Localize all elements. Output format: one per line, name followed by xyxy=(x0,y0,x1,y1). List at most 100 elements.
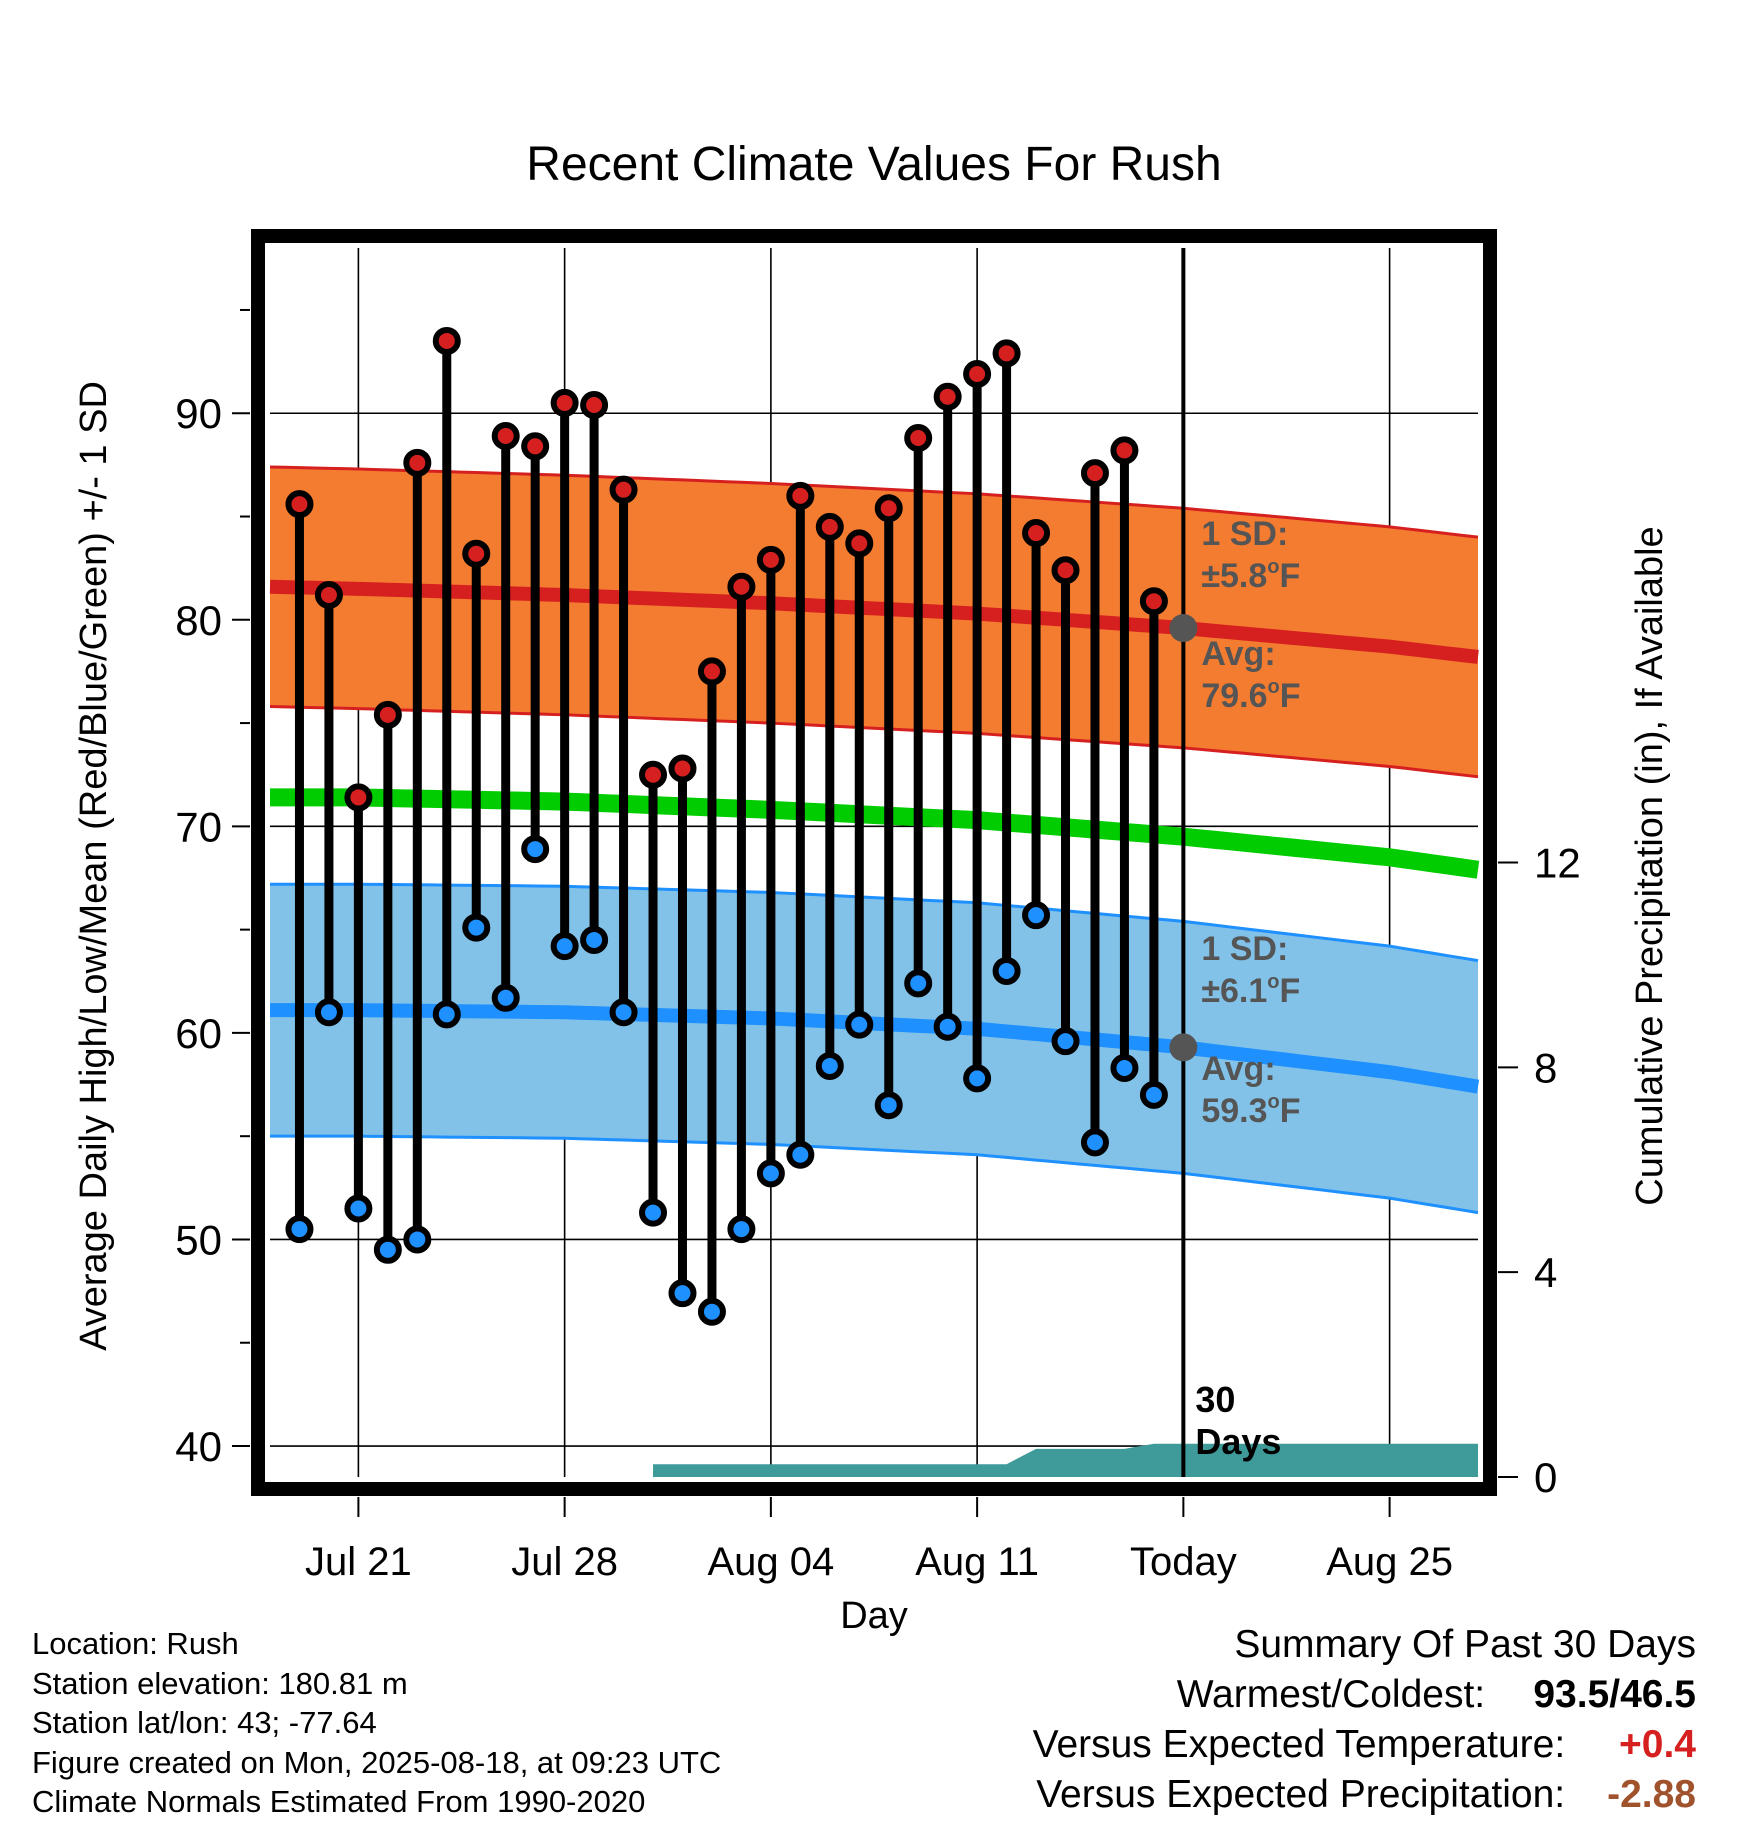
low-sd-band xyxy=(270,884,1478,1213)
low-point xyxy=(639,1198,668,1227)
warmest-label: Warmest/Coldest: xyxy=(1176,1673,1486,1716)
x-axis-label: Day xyxy=(840,1595,908,1637)
summary-title: Summary Of Past 30 Days xyxy=(1234,1623,1696,1666)
low-point xyxy=(874,1091,903,1120)
y-tick-label: 50 xyxy=(175,1216,222,1263)
chart-title: Recent Climate Values For Rush xyxy=(526,138,1221,191)
high-point xyxy=(727,572,756,601)
axes: 40 50 60 70 80 90 0 4 8 12 Jul 21 Jul 28 Aug 04 Aug 1… xyxy=(175,229,1581,1584)
normals-text: Climate Normals Estimated From 1990-2020 xyxy=(32,1784,646,1819)
temp-label: Versus Expected Temperature: xyxy=(1032,1723,1566,1766)
low-point xyxy=(1110,1054,1139,1083)
high-point xyxy=(963,359,992,388)
low-point xyxy=(786,1140,815,1169)
low-point xyxy=(609,998,638,1027)
low-point xyxy=(815,1051,844,1080)
low-point xyxy=(904,969,933,998)
high-point xyxy=(521,432,550,461)
y-tick-label: 90 xyxy=(175,390,222,437)
high-point xyxy=(1022,519,1051,548)
x-tick-label: Jul 21 xyxy=(305,1540,412,1584)
low-point xyxy=(314,998,343,1027)
plot-frame xyxy=(251,229,1497,1496)
latlon-text: Station lat/lon: 43; -77.64 xyxy=(32,1705,377,1740)
low-point xyxy=(1051,1027,1080,1056)
high-point xyxy=(786,481,815,510)
low-point xyxy=(580,925,609,954)
high-point xyxy=(344,783,373,812)
high-point xyxy=(373,700,402,729)
high-point xyxy=(933,382,962,411)
low-point xyxy=(992,956,1021,985)
summary-temp-row: Versus Expected Temperature: +0.4 xyxy=(1033,1720,1696,1770)
low-point xyxy=(550,932,579,961)
x-tick-label: Jul 28 xyxy=(511,1540,618,1584)
high-point xyxy=(432,326,461,355)
mean-normal-line xyxy=(270,788,1480,879)
low-sd-band-lower-edge xyxy=(270,1134,1479,1215)
high-point xyxy=(1051,556,1080,585)
low-point xyxy=(668,1279,697,1308)
summary-panel: Summary Of Past 30 Days Warmest/Coldest:… xyxy=(1033,1620,1696,1820)
high-point xyxy=(550,388,579,417)
low-point xyxy=(756,1159,785,1188)
high-sd-band xyxy=(270,466,1478,777)
y-axis-label: Average Daily High/Low/Mean (Red/Blue/Gr… xyxy=(73,381,115,1351)
low-sd-annotation: 1 SD: ±6.1oF xyxy=(1201,930,1300,1010)
low-point xyxy=(285,1215,314,1244)
summary-precip-row: Versus Expected Precipitation: -2.88 xyxy=(1033,1770,1696,1820)
warmest-value: 93.5/46.5 xyxy=(1533,1673,1696,1716)
location-text: Location: Rush xyxy=(32,1626,239,1661)
y-tick-label: 40 xyxy=(175,1423,222,1470)
high-point xyxy=(580,390,609,419)
high-point xyxy=(462,539,491,568)
high-point xyxy=(1139,587,1168,616)
low-point xyxy=(403,1225,432,1254)
x-tick-label: Today xyxy=(1130,1540,1237,1584)
low-point xyxy=(462,913,491,942)
created-text: Figure created on Mon, 2025-08-18, at 09… xyxy=(32,1744,722,1780)
high-point xyxy=(992,339,1021,368)
high-point xyxy=(845,529,874,558)
today-high-avg-marker xyxy=(1169,614,1198,643)
precip-area xyxy=(270,1443,1478,1477)
y2-tick-label: 8 xyxy=(1534,1044,1557,1091)
high-point xyxy=(639,760,668,789)
elevation-text: Station elevation: 180.81 m xyxy=(32,1665,408,1701)
precip-value: -2.88 xyxy=(1607,1773,1696,1816)
low-point xyxy=(963,1064,992,1093)
high-sd-band-upper-edge xyxy=(269,465,1479,539)
low-point xyxy=(697,1297,726,1326)
high-avg-annotation: Avg: 79.6oF xyxy=(1201,635,1300,715)
high-point xyxy=(403,448,432,477)
low-point xyxy=(727,1215,756,1244)
low-point xyxy=(1080,1128,1109,1157)
today-low-avg-marker xyxy=(1169,1033,1198,1062)
y2-tick-label: 4 xyxy=(1534,1249,1557,1296)
low-point xyxy=(491,983,520,1012)
low-point xyxy=(1022,901,1051,930)
summary-warmest-row: Warmest/Coldest: 93.5/46.5 xyxy=(1033,1670,1696,1720)
station-info: Location: Rush Station elevation: 180.81… xyxy=(32,1624,721,1822)
high-point xyxy=(491,421,520,450)
high-point xyxy=(815,512,844,541)
precip-label: Versus Expected Precipitation: xyxy=(1036,1773,1566,1816)
high-point xyxy=(697,657,726,686)
y2-axis-label: Cumulative Precipitation (in), If Availa… xyxy=(1629,526,1671,1205)
low-point xyxy=(432,1000,461,1029)
x-tick-label: Aug 25 xyxy=(1326,1540,1453,1584)
y-tick-label: 70 xyxy=(175,803,222,850)
high-point xyxy=(314,581,343,610)
x-tick-label: Aug 11 xyxy=(915,1540,1039,1584)
period-label: 30 Days xyxy=(1195,1379,1281,1462)
low-point xyxy=(521,835,550,864)
y-tick-label: 80 xyxy=(175,597,222,644)
high-point xyxy=(904,424,933,453)
low-sd-band-upper-edge xyxy=(270,882,1479,963)
y2-tick-label: 0 xyxy=(1534,1454,1557,1501)
low-point xyxy=(1139,1080,1168,1109)
high-point xyxy=(1080,459,1109,488)
high-point xyxy=(756,545,785,574)
high-point xyxy=(668,754,697,783)
